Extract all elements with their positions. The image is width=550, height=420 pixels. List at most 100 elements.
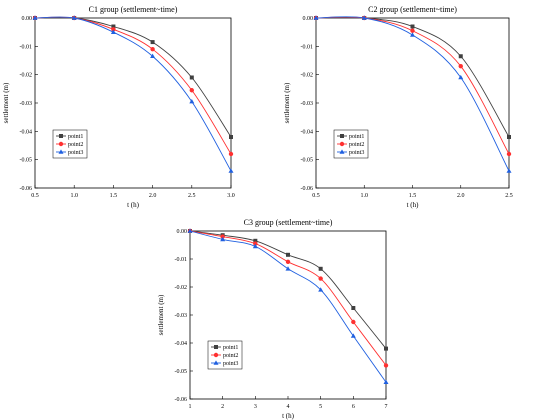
chart-1: C1 group (settlement~time) 0.5 1.0 1.5 2.0 2.… xyxy=(2,5,235,209)
x-tick-label: 1.5 xyxy=(409,193,417,199)
data-point xyxy=(71,15,77,20)
y-tick-label: -0.04 xyxy=(20,129,33,135)
chart-title: C1 group (settlement~time) xyxy=(89,5,178,14)
legend-marker xyxy=(59,134,63,138)
legend-marker xyxy=(339,141,345,147)
data-point xyxy=(458,54,463,59)
y-tick-label: -0.06 xyxy=(175,397,188,403)
y-tick-label: -0.01 xyxy=(175,257,188,263)
chart-3: C3 group (settlement~time) 1 2 3 4 5 6 7 0.00 -0.… xyxy=(157,218,389,420)
x-tick-label: 4 xyxy=(287,404,290,410)
legend-label: point3 xyxy=(223,361,238,367)
y-axis-label: settlement (m) xyxy=(157,294,165,335)
legend-marker xyxy=(58,149,64,154)
legend-marker xyxy=(214,345,218,349)
y-tick-label: -0.01 xyxy=(20,44,33,50)
data-point xyxy=(350,333,356,338)
data-point xyxy=(150,40,155,45)
y-axis-label: settlement (m) xyxy=(283,82,291,123)
data-point xyxy=(110,29,116,34)
legend: point1 point2 point3 xyxy=(333,129,369,159)
y-tick-label: -0.05 xyxy=(175,369,188,375)
x-tick-label: 1.0 xyxy=(361,193,369,199)
data-point xyxy=(361,15,367,20)
data-point xyxy=(228,151,234,157)
y-tick-label: -0.05 xyxy=(301,158,314,164)
y-tick-label: -0.03 xyxy=(175,313,188,319)
data-point xyxy=(318,287,324,292)
y-tick-label: -0.02 xyxy=(301,73,314,79)
data-point xyxy=(229,135,233,139)
data-point xyxy=(111,24,116,29)
data-point xyxy=(189,75,194,80)
data-point xyxy=(189,98,195,104)
x-tick-label: 2.5 xyxy=(505,193,513,199)
y-tick-label: -0.02 xyxy=(175,285,188,291)
legend-label: point1 xyxy=(68,134,83,140)
y-tick-label: -0.03 xyxy=(301,101,314,107)
data-point xyxy=(253,241,258,246)
data-point xyxy=(351,306,356,310)
series-line xyxy=(189,230,387,349)
chart-title: C2 group (settlement~time) xyxy=(368,5,457,14)
x-tick-label: 2.0 xyxy=(457,193,465,199)
data-point xyxy=(313,15,319,20)
data-point xyxy=(410,24,415,29)
data-point xyxy=(458,63,463,69)
x-tick-label: 0.5 xyxy=(31,193,39,199)
x-tick-label: 2.0 xyxy=(149,193,157,199)
legend: point1 point2 point3 xyxy=(52,129,88,159)
chart-title: C3 group (settlement~time) xyxy=(244,218,333,227)
y-tick-label: 0.00 xyxy=(303,16,314,22)
data-point xyxy=(228,168,234,173)
data-point xyxy=(111,27,116,32)
legend-marker xyxy=(339,149,345,154)
x-axis-label: t (h) xyxy=(282,412,295,420)
data-point xyxy=(506,168,512,173)
series-point3 xyxy=(32,15,234,173)
y-tick-label: -0.05 xyxy=(20,158,33,164)
x-tick-label: 3.0 xyxy=(227,193,235,199)
y-axis-label: settlement (m) xyxy=(2,82,10,123)
y-tick-label: -0.02 xyxy=(20,73,33,79)
y-tick-label: -0.04 xyxy=(175,341,188,347)
legend-label: point2 xyxy=(223,353,238,359)
data-point xyxy=(318,276,323,281)
y-tick-label: -0.01 xyxy=(301,44,314,50)
x-tick-label: 1 xyxy=(189,404,192,410)
series-line xyxy=(315,16,510,172)
legend-label: point3 xyxy=(68,150,83,156)
x-tick-label: 2 xyxy=(221,404,224,410)
legend-label: point3 xyxy=(349,150,364,156)
data-point xyxy=(150,46,155,52)
plot-area xyxy=(34,17,232,189)
y-tick-label: -0.06 xyxy=(301,186,314,192)
plot-area xyxy=(315,17,510,189)
y-tick-label: -0.06 xyxy=(20,186,33,192)
legend-marker xyxy=(58,141,64,147)
data-point xyxy=(32,15,38,20)
legend-label: point2 xyxy=(349,142,364,148)
data-point xyxy=(252,243,258,249)
x-axis-label: t (h) xyxy=(127,201,140,209)
x-tick-label: 7 xyxy=(385,404,388,410)
series-point1 xyxy=(188,229,388,351)
legend-marker xyxy=(340,134,344,138)
series-line xyxy=(34,16,232,172)
x-tick-label: 0.5 xyxy=(312,193,320,199)
x-tick-label: 5 xyxy=(319,404,322,410)
x-tick-label: 2.5 xyxy=(188,193,196,199)
data-point xyxy=(318,266,323,271)
data-point xyxy=(410,28,415,33)
x-axis-label: t (h) xyxy=(407,201,420,209)
data-point xyxy=(384,346,388,351)
series-point3 xyxy=(187,228,389,384)
legend-label: point1 xyxy=(223,345,238,351)
x-tick-label: 1.0 xyxy=(70,193,78,199)
data-point xyxy=(150,53,156,59)
data-point xyxy=(189,88,194,93)
legend-label: point2 xyxy=(68,142,83,148)
data-point xyxy=(285,259,291,264)
data-point xyxy=(187,228,193,233)
